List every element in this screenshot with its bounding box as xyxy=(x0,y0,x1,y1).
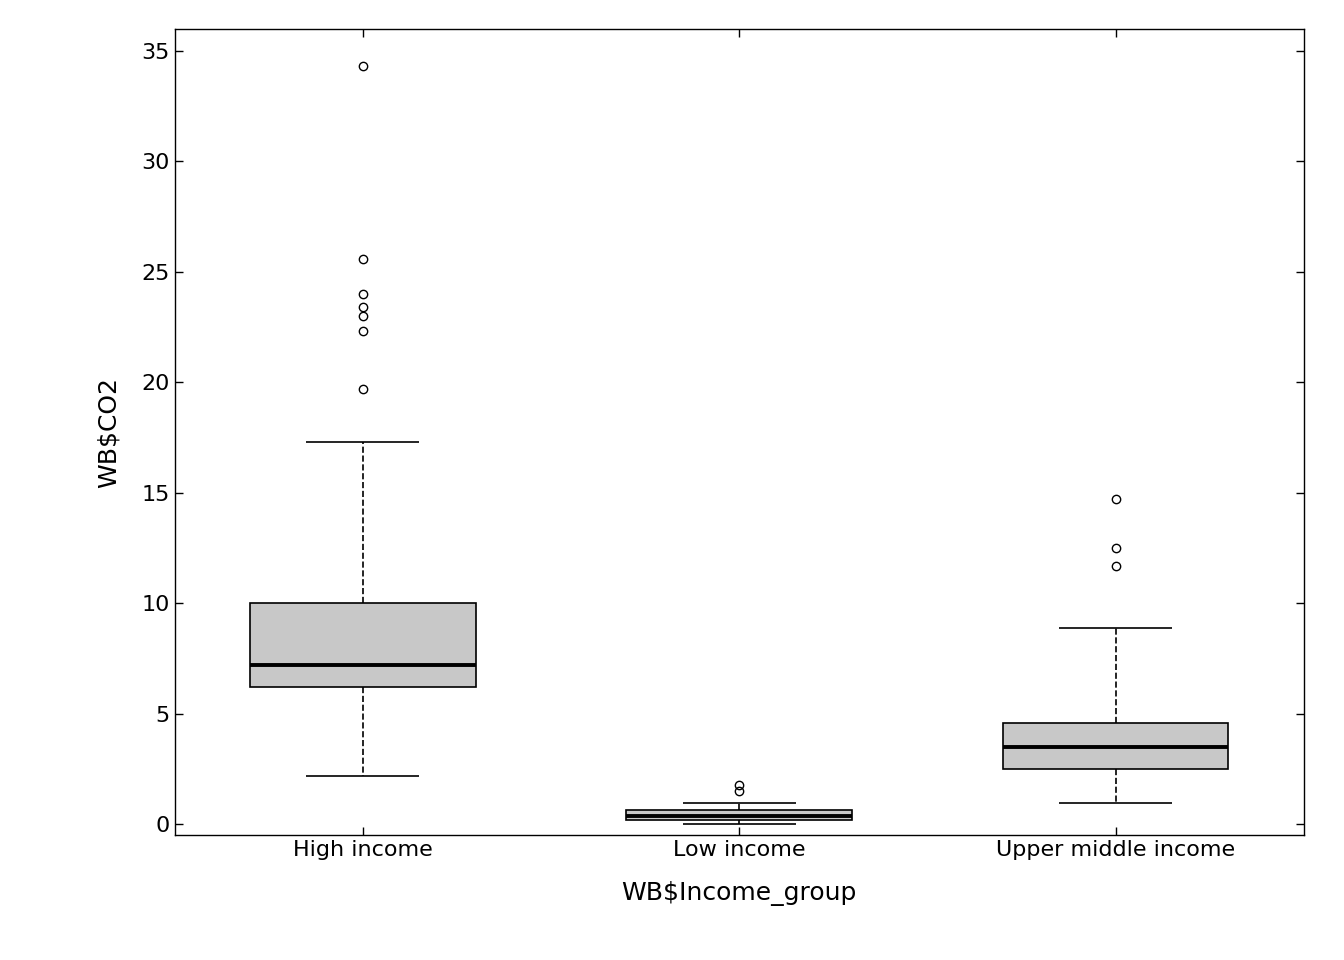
Bar xyxy=(626,810,852,820)
Bar xyxy=(1003,723,1228,769)
X-axis label: WB$Income_group: WB$Income_group xyxy=(621,881,857,906)
Y-axis label: WB$CO2: WB$CO2 xyxy=(97,376,121,488)
Bar xyxy=(250,603,476,687)
